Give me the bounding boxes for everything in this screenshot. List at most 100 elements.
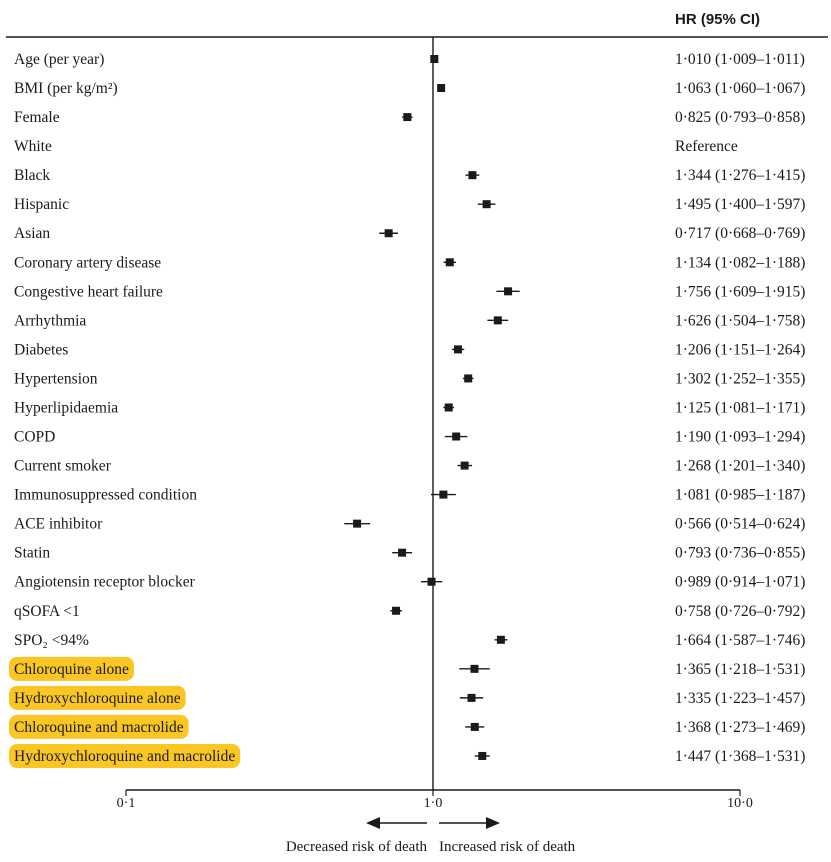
hr-point [430, 55, 439, 63]
row-label: Angiotensin receptor blocker [14, 574, 196, 591]
hr-ci-value: 0·717 (0·668–0·769) [675, 225, 805, 242]
forest-row: Immunosuppressed condition 1·081 (0·985–1… [14, 487, 805, 504]
hr-ci-value: 1·495 (1·400–1·597) [675, 196, 805, 213]
row-label: Chloroquine and macrolide [14, 719, 184, 736]
forest-row: qSOFA <1 0·758 (0·726–0·792) [14, 603, 805, 620]
hr-ci-value: Reference [675, 138, 738, 155]
hr-ci-value: 0·825 (0·793–0·858) [675, 109, 805, 126]
label-highlight [9, 685, 186, 710]
label-highlight [9, 743, 241, 768]
hr-ci-value: 1·206 (1·151–1·264) [675, 341, 805, 358]
row-label: qSOFA <1 [14, 603, 80, 620]
label-highlight [9, 656, 134, 681]
hr-point [437, 84, 446, 93]
hr-point [482, 200, 491, 209]
hr-point [384, 229, 393, 238]
hr-point [427, 577, 436, 586]
hr-point [496, 635, 505, 644]
hr-point [439, 490, 448, 499]
hr-point [403, 113, 412, 122]
left-arrow-icon [366, 817, 380, 829]
row-label: Coronary artery disease [14, 254, 161, 271]
row-label: Arrhythmia [14, 312, 86, 329]
forest-row: Diabetes 1·206 (1·151–1·264) [14, 341, 805, 358]
forest-row: Hyperlipidaemia 1·125 (1·081–1·171) [14, 399, 805, 416]
forest-row: BMI (per kg/m²) 1·063 (1·060–1·067) [14, 80, 805, 97]
forest-row: Coronary artery disease 1·134 (1·082–1·18… [14, 254, 805, 271]
hr-ci-value: 1·081 (0·985–1·187) [675, 487, 805, 504]
forest-row: Hispanic 1·495 (1·400–1·597) [14, 196, 805, 213]
hr-point [504, 287, 513, 296]
row-label: Current smoker [14, 458, 112, 475]
row-label: Hispanic [14, 196, 69, 213]
row-label: Hyperlipidaemia [14, 399, 118, 416]
hr-ci-value: 0·566 (0·514–0·624) [675, 516, 805, 533]
increased-risk-label: Increased risk of death [439, 839, 576, 855]
forest-row: Statin 0·793 (0·736–0·855) [14, 545, 805, 562]
forest-row: Angiotensin receptor blocker 0·989 (0·914… [14, 574, 805, 591]
right-arrow-icon [486, 817, 500, 829]
hr-ci-value: 0·793 (0·736–0·855) [675, 545, 805, 562]
forest-row: Black 1·344 (1·276–1·415) [14, 167, 805, 184]
row-label: Hypertension [14, 370, 98, 387]
forest-row: SPO₂ <94% 1·664 (1·587–1·746) [14, 632, 805, 649]
row-label: Congestive heart failure [14, 283, 163, 300]
row-label: Immunosuppressed condition [14, 487, 197, 504]
hr-ci-value: 1·010 (1·009–1·011) [675, 51, 805, 68]
hr-point [464, 374, 473, 383]
forest-row: Chloroquine alone 1·365 (1·218–1·531) [14, 661, 805, 678]
hr-point [460, 461, 469, 470]
hr-point [398, 548, 407, 557]
highlight-layer [9, 656, 241, 768]
hr-point [452, 432, 461, 441]
hr-ci-value: 1·268 (1·201–1·340) [675, 458, 805, 475]
hr-ci-value: 1·756 (1·609–1·915) [675, 283, 805, 300]
forest-row: Hypertension 1·302 (1·252–1·355) [14, 370, 805, 387]
hr-point [468, 171, 477, 180]
hr-ci-value: 1·134 (1·082–1·188) [675, 254, 805, 271]
hr-ci-value: 1·447 (1·368–1·531) [675, 748, 805, 765]
hr-ci-value: 1·063 (1·060–1·067) [675, 80, 805, 97]
forest-row: Asian 0·717 (0·668–0·769) [14, 225, 805, 242]
column-header-hr-ci: HR (95% CI) [675, 11, 760, 28]
forest-row: Congestive heart failure 1·756 (1·609–1·9… [14, 283, 805, 300]
forest-row: White Reference [14, 138, 738, 155]
hr-point [470, 722, 479, 731]
forest-row: Arrhythmia 1·626 (1·504–1·758) [14, 312, 805, 329]
hr-point [444, 403, 453, 412]
row-label: BMI (per kg/m²) [14, 80, 118, 97]
row-label: ACE inhibitor [14, 516, 103, 533]
hr-point [445, 258, 454, 267]
x-tick-label: 0·1 [117, 796, 136, 811]
forest-row: Current smoker 1·268 (1·201–1·340) [14, 458, 805, 475]
forest-row: COPD 1·190 (1·093–1·294) [14, 429, 805, 446]
hr-ci-value: 1·626 (1·504–1·758) [675, 312, 805, 329]
row-label: SPO₂ <94% [14, 632, 89, 649]
forest-row: Age (per year) 1·010 (1·009–1·011) [14, 51, 805, 68]
hr-ci-value: 1·335 (1·223–1·457) [675, 690, 805, 707]
hr-point [493, 316, 502, 325]
forest-row: Hydroxychloroquine and macrolide 1·447 (1… [14, 748, 805, 765]
hr-point [478, 751, 487, 760]
x-tick-label: 1·0 [424, 796, 443, 811]
forest-row: Female 0·825 (0·793–0·858) [14, 109, 805, 126]
hr-point [453, 345, 462, 354]
hr-ci-value: 0·989 (0·914–1·071) [675, 574, 805, 591]
hr-point [467, 693, 476, 702]
row-label: Female [14, 109, 60, 126]
hr-ci-value: 1·125 (1·081–1·171) [675, 399, 805, 416]
forest-row: Hydroxychloroquine alone 1·335 (1·223–1·4… [14, 690, 805, 707]
hr-ci-value: 1·302 (1·252–1·355) [675, 370, 805, 387]
hr-point [353, 519, 362, 528]
row-label: Hydroxychloroquine and macrolide [14, 748, 235, 765]
hr-ci-value: 1·190 (1·093–1·294) [675, 429, 805, 446]
rows-layer: Age (per year) 1·010 (1·009–1·011) BMI (pe… [14, 37, 805, 790]
hr-ci-value: 0·758 (0·726–0·792) [675, 603, 805, 620]
row-label: Diabetes [14, 341, 68, 358]
decreased-risk-label: Decreased risk of death [286, 839, 428, 855]
row-label: Asian [14, 225, 50, 242]
hr-ci-value: 1·368 (1·273–1·469) [675, 719, 805, 736]
forest-row: Chloroquine and macrolide 1·368 (1·273–1·… [14, 719, 805, 736]
row-label: COPD [14, 429, 55, 446]
